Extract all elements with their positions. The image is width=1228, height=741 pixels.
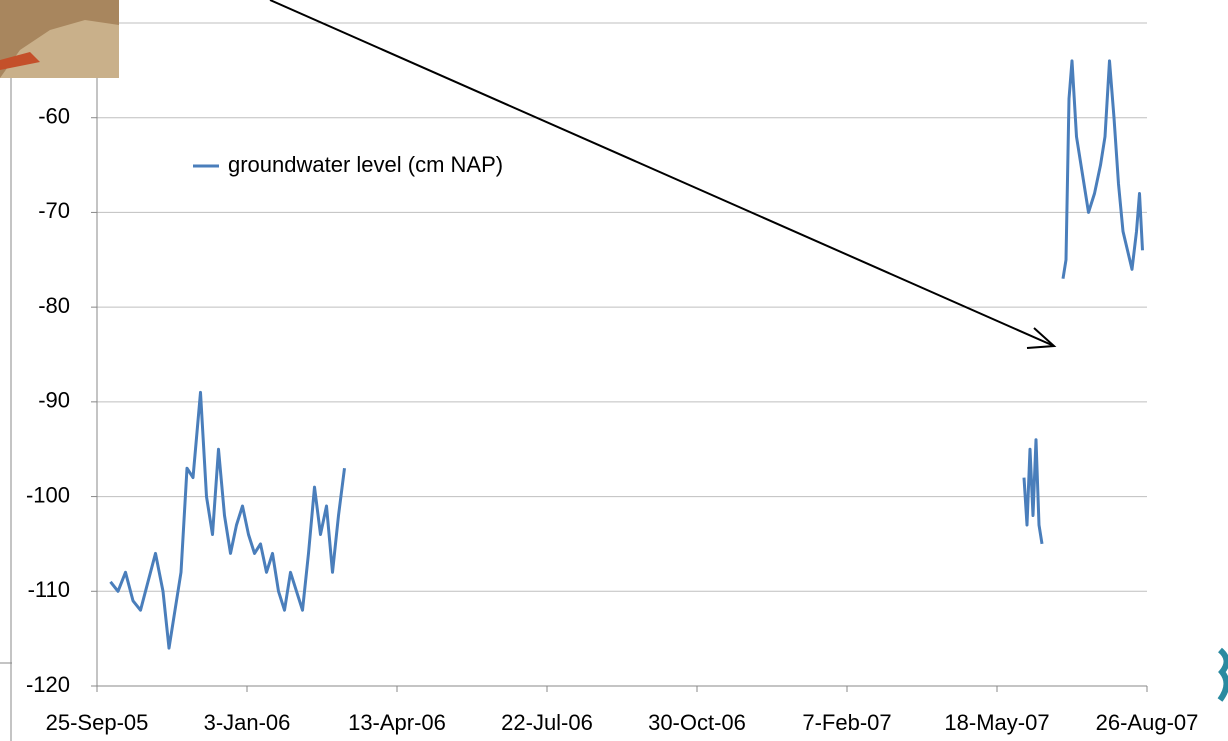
y-tick-label: -80 [38, 293, 70, 318]
y-tick-label: -90 [38, 388, 70, 413]
x-tick-label: 3-Jan-06 [204, 710, 291, 735]
x-tick-label: 13-Apr-06 [348, 710, 446, 735]
x-tick-label: 18-May-07 [944, 710, 1049, 735]
y-tick-label: -70 [38, 198, 70, 223]
x-tick-label: 7-Feb-07 [802, 710, 891, 735]
photo-detail [0, 52, 40, 70]
y-tick-label: -100 [26, 482, 70, 507]
logo-fragment [1217, 647, 1228, 702]
arrow [269, 0, 1055, 347]
x-tick-label: 26-Aug-07 [1096, 710, 1199, 735]
legend-label: groundwater level (cm NAP) [228, 152, 503, 177]
x-tick-label: 25-Sep-05 [46, 710, 149, 735]
x-tick-label: 22-Jul-06 [501, 710, 593, 735]
plot-area: -120 -110 -100 -90 -80 -70 -60 25-Sep-05 3-Jan-0… [26, 22, 1199, 735]
arrow-head [1026, 327, 1057, 349]
x-tick-label: 30-Oct-06 [648, 710, 746, 735]
series-line [109, 59, 1144, 650]
y-tick-label: -120 [26, 672, 70, 697]
y-tick-label: -110 [28, 577, 70, 602]
y-tick-label: -60 [38, 104, 70, 129]
